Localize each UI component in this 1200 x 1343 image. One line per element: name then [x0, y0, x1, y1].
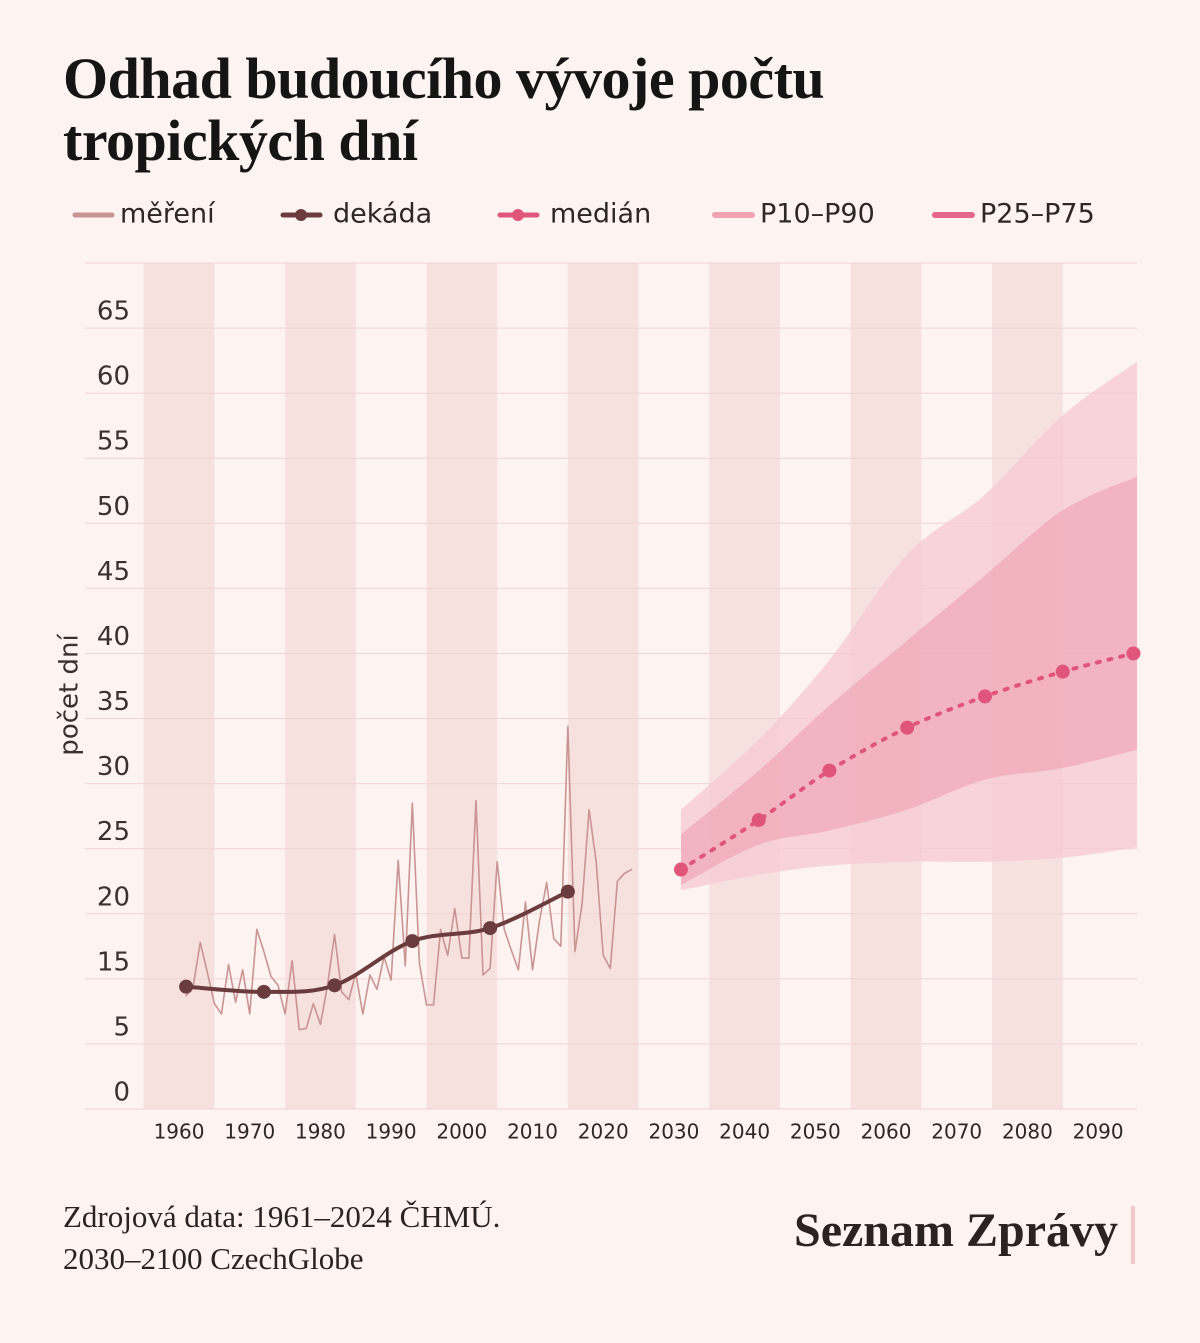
point [405, 934, 420, 949]
x-tick-label: 2090 [1073, 1120, 1124, 1144]
legend-marker [512, 209, 524, 221]
band-area [680, 476, 1137, 886]
legend-label: P10–P90 [760, 199, 875, 230]
series-line [185, 725, 633, 1031]
x-tick-label: 2040 [719, 1120, 770, 1144]
y-tick-label: 35 [97, 687, 130, 717]
y-tick-label: 25 [97, 817, 130, 847]
x-tick-label: 2030 [648, 1120, 699, 1144]
decade-band [567, 263, 639, 1109]
y-tick-label: 20 [97, 882, 130, 912]
y-tick-label: 50 [97, 492, 130, 522]
y-tick-label: 60 [97, 362, 130, 392]
y-tick-label: 45 [97, 557, 130, 587]
legend-label: medián [550, 199, 651, 230]
y-tick-label: 40 [97, 622, 130, 652]
x-tick-label: 2050 [790, 1120, 841, 1144]
point [483, 921, 498, 936]
point [977, 689, 992, 704]
y-tick-label: 15 [97, 947, 130, 977]
x-tick-label: 1990 [366, 1120, 417, 1144]
x-tick-label: 1970 [224, 1120, 275, 1144]
source-line: Zdrojová data: 1961–2024 ČHMÚ. [63, 1199, 500, 1234]
point [900, 720, 915, 735]
y-tick-label: 5 [113, 1012, 130, 1042]
point [560, 884, 575, 899]
x-tick-label: 2010 [507, 1120, 558, 1144]
point [1126, 646, 1141, 661]
point [822, 763, 837, 778]
decade-band [426, 263, 498, 1109]
point [1055, 664, 1070, 679]
point [751, 813, 766, 828]
y-axis-label: počet dní [55, 634, 85, 756]
x-tick-label: 1980 [295, 1120, 346, 1144]
y-tick-label: 30 [97, 752, 130, 782]
x-tick-label: 1960 [154, 1120, 205, 1144]
legend-label: P25–P75 [980, 199, 1095, 230]
decade-band [709, 263, 780, 1109]
legend-label: měření [120, 199, 216, 230]
x-tick-label: 2060 [861, 1120, 912, 1144]
chart-title: Odhad budoucího vývoje počtu tropických … [63, 46, 825, 173]
point [327, 978, 342, 993]
decade-band [285, 263, 356, 1109]
x-tick-label: 2080 [1002, 1120, 1053, 1144]
y-tick-label: 55 [97, 427, 130, 457]
legend-marker [295, 209, 307, 221]
x-tick-label: 2070 [931, 1120, 982, 1144]
brand: Seznam Zprávy [794, 1204, 1118, 1257]
source-line: 2030–2100 CzechGlobe [63, 1241, 363, 1276]
legend-label: dekáda [333, 199, 432, 230]
decade-band [143, 263, 215, 1109]
y-tick-label: 0 [113, 1078, 130, 1108]
x-tick-label: 2000 [436, 1120, 487, 1144]
brand-bar [1131, 1206, 1135, 1264]
point [179, 979, 194, 994]
x-tick-label: 2020 [578, 1120, 629, 1144]
point [256, 984, 271, 999]
point [673, 862, 688, 877]
y-tick-label: 65 [97, 297, 130, 327]
